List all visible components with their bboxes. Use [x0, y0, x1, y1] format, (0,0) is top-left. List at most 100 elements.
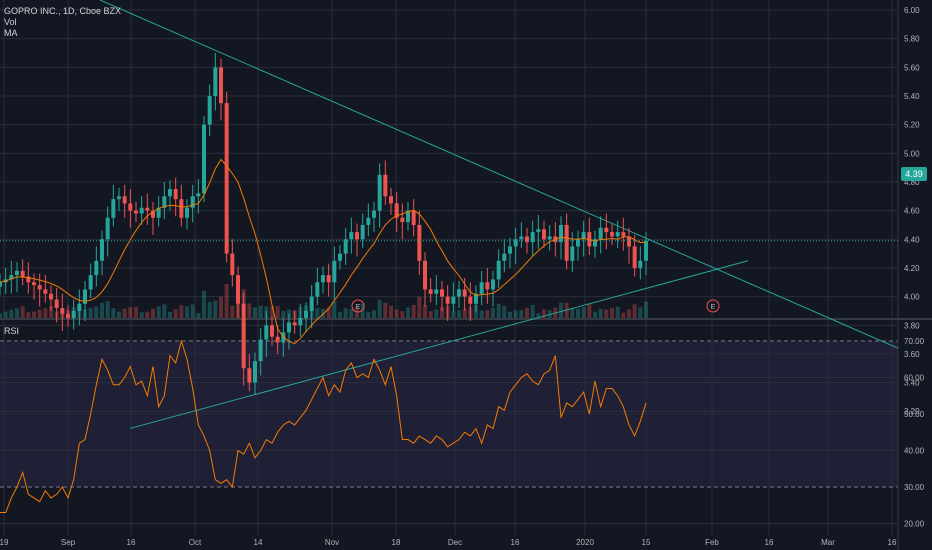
candle-body: [349, 232, 354, 240]
volume-bar: [151, 308, 155, 318]
volume-bar: [9, 309, 14, 318]
volume-bar: [185, 306, 189, 318]
earnings-marker-label: E: [356, 304, 361, 311]
candle-body: [343, 239, 348, 254]
candle-body: [564, 224, 569, 261]
volume-bar: [383, 302, 388, 318]
volume-bar: [360, 303, 365, 318]
candle-body: [615, 232, 620, 237]
volume-bar: [88, 308, 93, 318]
last-price-tag: 4.39: [901, 167, 927, 181]
volume-bar: [49, 306, 53, 318]
volume-bar: [394, 309, 399, 318]
candle-body: [547, 236, 552, 240]
candle-body: [117, 196, 121, 200]
candle-body: [145, 207, 150, 211]
candle-body: [434, 289, 439, 294]
candle-body: [513, 239, 518, 247]
candle-body: [241, 303, 246, 369]
volume-bar: [349, 308, 354, 318]
candle-body: [360, 224, 365, 240]
volume-bar: [196, 313, 201, 318]
volume-bar: [604, 309, 609, 318]
x-tick-label: Sep: [61, 538, 76, 547]
volume-bar: [321, 308, 325, 318]
x-tick-label: 16: [511, 538, 520, 547]
volume-bar: [479, 310, 484, 318]
candle-body: [355, 232, 359, 240]
candle-body: [236, 275, 240, 304]
candle-body: [338, 253, 342, 261]
candle-body: [88, 275, 93, 290]
volume-bar: [26, 312, 31, 318]
candle-body: [264, 325, 269, 340]
volume-bar: [451, 311, 456, 318]
volume-bar: [536, 313, 541, 318]
volume-bar: [593, 311, 597, 318]
candle-body: [309, 296, 314, 311]
volume-bar: [32, 311, 36, 318]
candle-body: [406, 210, 410, 223]
candle-body: [377, 174, 382, 211]
price-tick-label: 4.80: [904, 178, 920, 187]
volume-bar: [43, 308, 48, 318]
volume-bar: [173, 309, 178, 318]
candle-body: [253, 361, 257, 383]
candle-body: [632, 246, 637, 268]
volume-bar: [576, 308, 580, 318]
candle-body: [15, 270, 19, 276]
volume-bar: [428, 311, 433, 318]
volume-bar: [275, 306, 280, 318]
candle-body: [247, 368, 252, 383]
x-tick-label: Dec: [448, 538, 462, 547]
volume-bar: [513, 310, 518, 318]
volume-bar: [632, 304, 637, 318]
volume-bar: [224, 284, 229, 318]
candle-body: [366, 217, 371, 225]
candle-body: [400, 217, 405, 223]
price-tick-label: 3.20: [904, 407, 920, 416]
candle-body: [536, 229, 541, 233]
candle-body: [411, 210, 416, 225]
candle-body: [644, 240, 648, 261]
candle-body: [54, 299, 59, 309]
candle-body: [168, 189, 172, 197]
candle-body: [604, 227, 609, 233]
candle-body: [185, 207, 189, 218]
rsi-line: [0, 339, 647, 514]
candle-body: [389, 196, 393, 204]
rsi-tick-label: 70.00: [904, 337, 925, 346]
rsi-tick-label: 50.00: [904, 410, 925, 419]
candle-body: [202, 124, 206, 194]
candle-body: [559, 224, 563, 243]
x-tick-label: 16: [127, 538, 136, 547]
candle-body: [196, 193, 201, 197]
candle-body: [213, 67, 218, 96]
candle-body: [542, 229, 546, 240]
candle-body: [417, 224, 422, 261]
candle-body: [66, 313, 70, 319]
chart-legend: GOPRO INC., 1D, Cboe BZX Vol MA: [4, 6, 121, 39]
volume-bar: [598, 308, 603, 318]
candle-body: [621, 232, 626, 237]
volume-bar: [570, 308, 575, 318]
earnings-marker: [351, 299, 365, 313]
resistance-trendline: [99, 0, 899, 349]
volume-bar: [94, 306, 99, 318]
candle-body: [394, 203, 399, 218]
candle-body: [530, 232, 535, 243]
volume-bar: [389, 305, 393, 318]
x-tick-label: 2020: [576, 538, 594, 547]
candle-body: [292, 322, 297, 326]
volume-bar: [530, 304, 535, 318]
candle-body: [270, 325, 274, 337]
x-tick-label: 14: [254, 538, 263, 547]
candle-body: [627, 236, 631, 247]
candle-body: [20, 270, 25, 277]
volume-bar: [502, 305, 507, 318]
candle-body: [134, 210, 138, 214]
volume-bar: [122, 308, 127, 318]
volume-bar: [0, 313, 2, 318]
volume-bar: [117, 311, 121, 318]
